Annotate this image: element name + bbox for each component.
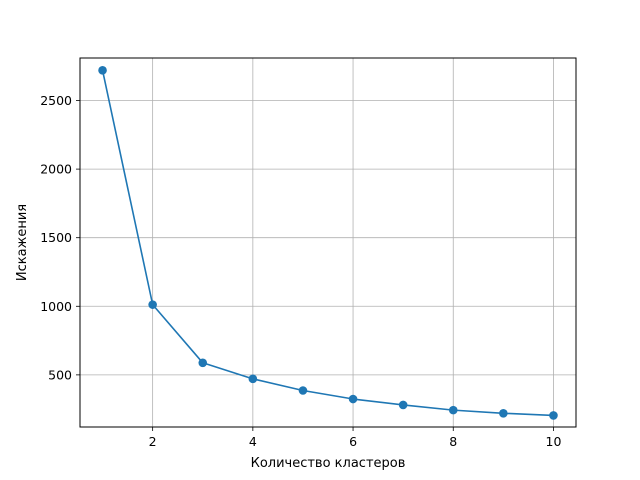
data-point [98,66,107,75]
x-tick-label: 10 [546,434,562,449]
data-point [398,400,408,410]
y-tick-label: 500 [48,367,72,382]
data-point [298,386,308,395]
data-point [499,408,508,418]
x-axis-label: Количество кластеров [251,456,406,471]
y-tick-label: 2500 [40,93,72,108]
axis-ticks: 2 4 6 8 10 500 1000 1500 2000 2500 [40,93,561,449]
data-point [549,411,558,420]
x-tick-label: 4 [249,434,257,449]
grid-lines [80,58,576,427]
plot-series [98,66,558,420]
x-tick-label: 2 [149,434,157,449]
data-point [148,300,157,309]
data-point [348,394,358,404]
y-tick-label: 1500 [40,230,72,245]
data-point [248,374,258,384]
data-point [448,405,458,415]
y-axis-label: Искажения [15,204,30,281]
plot-frame [79,57,577,428]
x-tick-label: 8 [449,434,457,449]
x-tick-label: 6 [349,434,357,449]
y-tick-label: 2000 [40,162,72,177]
data-point [198,358,208,368]
series-line [101,70,554,417]
y-tick-label: 1000 [40,299,72,314]
